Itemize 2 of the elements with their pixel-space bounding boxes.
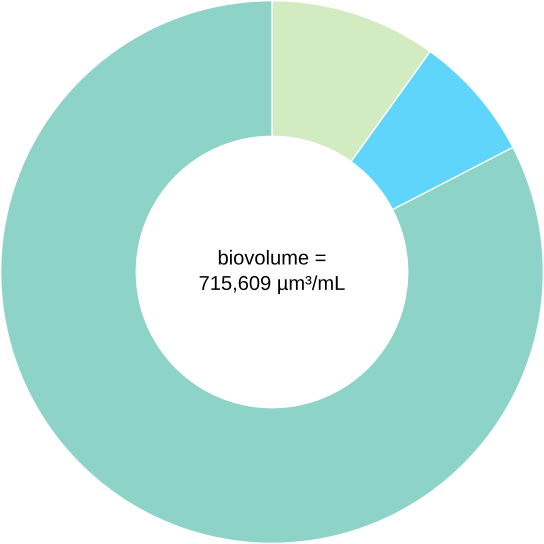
text: biovolume = — [218, 250, 326, 265]
text: 715,609 µm³/mL — [200, 275, 345, 294]
